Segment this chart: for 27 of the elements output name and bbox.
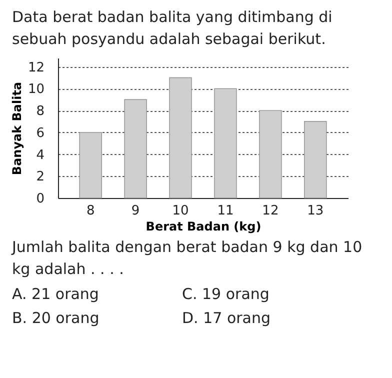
x-tick-label: 8 xyxy=(86,204,95,218)
bar xyxy=(169,77,192,198)
text: D. 17 orang xyxy=(182,308,272,329)
text: C. 19 orang xyxy=(182,284,270,305)
y-tick-label: 4 xyxy=(36,148,44,163)
y-tick-label: 0 xyxy=(36,192,44,206)
x-tick-label: 11 xyxy=(217,204,234,218)
y-axis-title: Banyak Balita xyxy=(10,82,24,176)
bar xyxy=(79,132,102,198)
bar xyxy=(214,88,237,198)
x-tick-label: 13 xyxy=(307,204,324,218)
x-axis-title: Berat Badan (kg) xyxy=(146,220,262,234)
x-tick-label: 9 xyxy=(131,204,140,218)
text: Jumlah balita dengan berat badan 9 kg dan 10 kg adalah . . . . xyxy=(10,237,364,280)
bar xyxy=(124,99,147,198)
text: A. 21 orang xyxy=(12,284,100,305)
bar xyxy=(259,110,282,198)
y-tick-label: 12 xyxy=(28,60,44,76)
y-tick-label: 8 xyxy=(36,104,44,119)
x-tick-label: 12 xyxy=(262,204,279,218)
y-tick-label: 2 xyxy=(36,170,44,185)
x-tick-label: 10 xyxy=(172,204,189,218)
chart-title: Data berat badan balita yang ditimbang di sebuah posyandu adalah sebagai berikut. xyxy=(11,7,334,50)
y-tick-label: 6 xyxy=(36,126,44,141)
y-tick-label: 10 xyxy=(28,82,44,98)
bar xyxy=(304,121,327,198)
text: B. 20 orang xyxy=(12,308,100,329)
